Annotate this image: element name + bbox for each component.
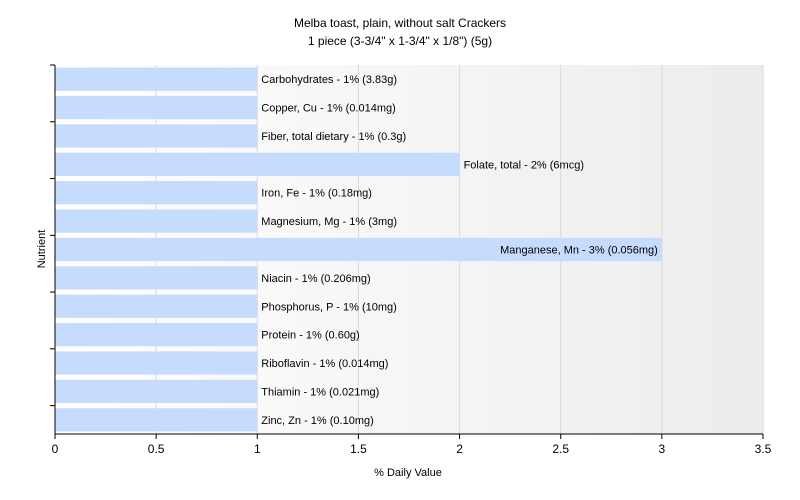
bar: [55, 379, 258, 404]
bar-label: Zinc, Zn - 1% (0.10mg): [261, 415, 373, 427]
bar-label: Iron, Fe - 1% (0.18mg): [261, 188, 372, 200]
bar-label: Thiamin - 1% (0.021mg): [261, 386, 379, 398]
bar: [55, 181, 258, 205]
bar-label: Copper, Cu - 1% (0.014mg): [261, 103, 396, 115]
bar-label: Fiber, total dietary - 1% (0.3g): [261, 131, 406, 143]
y-axis-ticks: [50, 64, 55, 407]
x-axis-ticks: 0 0.5 1 1.5 2 2.5 3 3.5: [52, 434, 772, 456]
bar: [55, 294, 258, 318]
x-tick-label: 2: [456, 442, 463, 456]
bar: [55, 95, 258, 120]
bar: [55, 67, 258, 91]
bar-label: Protein - 1% (0.60g): [261, 330, 359, 342]
x-tick-label: 3.5: [755, 442, 772, 456]
x-tick-label: 1: [254, 442, 261, 456]
bar-labels: Carbohydrates - 1% (3.83g) Copper, Cu - 1…: [261, 74, 658, 427]
bar-label: Folate, total - 2% (6mcg): [464, 159, 584, 171]
bar-label: Niacin - 1% (0.206mg): [261, 273, 370, 285]
bar: [55, 209, 258, 233]
x-tick-label: 1.5: [350, 442, 367, 456]
bar: [55, 124, 258, 148]
bar-label: Phosphorus, P - 1% (10mg): [261, 301, 397, 313]
bar: [55, 351, 258, 375]
bar: [55, 266, 258, 290]
bar-label: Carbohydrates - 1% (3.83g): [261, 74, 397, 86]
chart-title: Melba toast, plain, without salt Cracker…: [294, 16, 506, 30]
bar: [55, 237, 662, 262]
bar-label: Magnesium, Mg - 1% (3mg): [261, 216, 397, 228]
bar: [55, 408, 258, 432]
bar: [55, 323, 258, 347]
x-tick-label: 2.5: [552, 442, 569, 456]
x-tick-label: 0.5: [148, 442, 165, 456]
bar-label: Riboflavin - 1% (0.014mg): [261, 358, 388, 370]
y-axis-label: Nutrient: [36, 230, 48, 269]
bar-label: Manganese, Mn - 3% (0.056mg): [500, 245, 658, 257]
x-tick-label: 0: [52, 442, 59, 456]
bar: [55, 152, 460, 176]
chart-subtitle: 1 piece (3-3/4" x 1-3/4" x 1/8") (5g): [308, 34, 492, 48]
x-axis-label: % Daily Value: [374, 467, 442, 479]
x-tick-label: 3: [659, 442, 666, 456]
bars: [55, 67, 662, 432]
